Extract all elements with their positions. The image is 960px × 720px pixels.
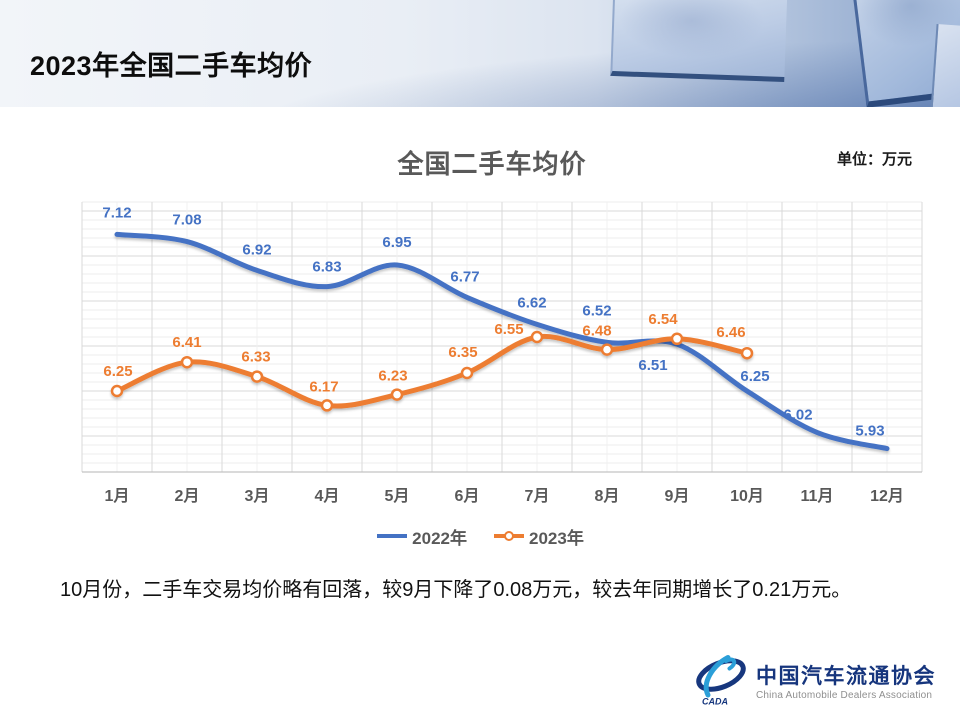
svg-text:2月: 2月 [175, 487, 200, 505]
cada-emblem-text: CADA [702, 697, 728, 707]
svg-text:6.77: 6.77 [450, 268, 479, 285]
svg-text:6.48: 6.48 [582, 323, 611, 340]
svg-text:6.17: 6.17 [309, 378, 338, 395]
svg-text:6.23: 6.23 [378, 368, 407, 385]
svg-text:6月: 6月 [455, 487, 480, 505]
chart-legend: 2022年 2023年 [0, 523, 960, 549]
svg-text:6.25: 6.25 [103, 363, 132, 380]
svg-text:7月: 7月 [525, 487, 550, 505]
legend-label: 2023年 [529, 528, 584, 548]
slide-header: 2023年全国二手车均价 [0, 0, 960, 107]
logo-name-en: China Automobile Dealers Association [756, 689, 933, 701]
svg-text:12月: 12月 [870, 487, 904, 505]
logo-name-cn: 中国汽车流通协会 [756, 663, 936, 688]
cada-emblem-icon: CADA [696, 655, 746, 707]
svg-text:6.62: 6.62 [517, 294, 546, 311]
svg-text:7.08: 7.08 [172, 212, 201, 229]
legend-label: 2022年 [412, 528, 467, 548]
svg-text:6.52: 6.52 [582, 302, 611, 319]
decorative-cube-icon [610, 0, 788, 83]
chart-title: 全国二手车均价 [397, 149, 587, 179]
svg-text:6.51: 6.51 [638, 357, 667, 374]
svg-text:5.93: 5.93 [855, 423, 884, 440]
svg-text:10月: 10月 [730, 487, 764, 505]
footnote: 10月份，二手车交易均价略有回落，较9月下降了0.08万元，较去年同期增长了0.… [60, 579, 852, 601]
svg-text:5月: 5月 [385, 487, 410, 505]
svg-text:6.25: 6.25 [740, 368, 769, 385]
svg-text:6.35: 6.35 [448, 344, 477, 361]
logo: CADA 中国汽车流通协会 China Automobile Dealers A… [695, 654, 936, 706]
svg-text:8月: 8月 [595, 487, 620, 505]
svg-text:7.12: 7.12 [102, 204, 131, 221]
svg-text:6.92: 6.92 [242, 241, 271, 258]
svg-text:6.55: 6.55 [494, 321, 523, 338]
page-title: 2023年全国二手车均价 [30, 51, 313, 81]
svg-text:6.95: 6.95 [382, 234, 411, 251]
svg-text:3月: 3月 [245, 487, 270, 505]
svg-text:1月: 1月 [105, 487, 130, 505]
svg-text:6.46: 6.46 [716, 324, 745, 341]
svg-text:6.41: 6.41 [172, 334, 201, 351]
logo-text: 中国汽车流通协会 China Automobile Dealers Associ… [756, 660, 936, 701]
unit-label: 单位：万元 [836, 151, 912, 168]
legend-item: 2022年 [376, 524, 467, 549]
svg-text:6.83: 6.83 [312, 259, 341, 276]
svg-text:6.54: 6.54 [648, 311, 678, 328]
svg-text:4月: 4月 [315, 487, 340, 505]
legend-swatch-icon [377, 534, 408, 538]
legend-swatch-icon [494, 531, 524, 541]
legend-item: 2023年 [493, 524, 584, 549]
svg-text:9月: 9月 [665, 487, 690, 505]
svg-text:11月: 11月 [801, 487, 834, 505]
svg-text:6.02: 6.02 [783, 406, 812, 423]
svg-text:6.33: 6.33 [241, 349, 270, 366]
